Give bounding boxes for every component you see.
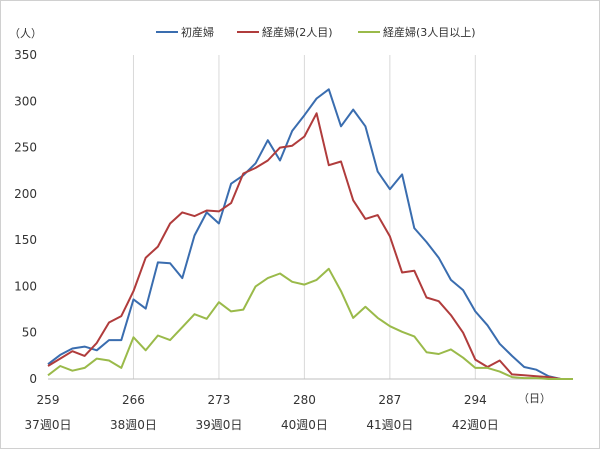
y-tick-label: 100 [14,279,37,293]
gridlines [132,55,476,379]
x-week-label: 37週0日 [25,418,72,432]
x-axis-unit: （日） [518,392,551,405]
y-tick-label: 350 [14,48,37,62]
y-axis-ticks: 0 50 100 150 200 250 300 350 [14,48,37,386]
x-week-label: 39週0日 [195,418,242,432]
y-tick-label: 50 [22,326,37,340]
series-line [47,267,573,380]
y-tick-label: 300 [14,94,37,108]
x-axis-week-labels: 37週0日 38週0日 39週0日 40週0日 41週0日 42週0日 [25,418,499,432]
legend: 初産婦 経産婦(2人目) 経産婦(3人目以上) [156,25,476,39]
y-tick-label: 250 [14,141,37,155]
x-tick-label: 280 [293,393,316,407]
series-line [47,112,573,380]
y-tick-label: 0 [29,372,37,386]
legend-label: 経産婦(3人目以上) [383,25,476,39]
legend-label: 初産婦 [181,25,214,39]
series-line [47,88,573,380]
x-week-label: 42週0日 [452,418,499,432]
x-tick-label: 273 [207,393,230,407]
x-tick-label: 287 [378,393,401,407]
x-week-label: 41週0日 [366,418,413,432]
x-axis-ticks: 259 266 273 280 287 294 [37,393,487,407]
series-group [47,88,573,380]
y-axis-unit: （人） [9,27,42,40]
x-tick-label: 266 [122,393,145,407]
x-tick-label: 259 [37,393,60,407]
x-tick-label: 294 [464,393,487,407]
y-tick-label: 200 [14,187,37,201]
legend-label: 経産婦(2人目) [262,25,333,39]
y-tick-label: 150 [14,233,37,247]
x-week-label: 40週0日 [281,418,328,432]
x-week-label: 38週0日 [110,418,157,432]
